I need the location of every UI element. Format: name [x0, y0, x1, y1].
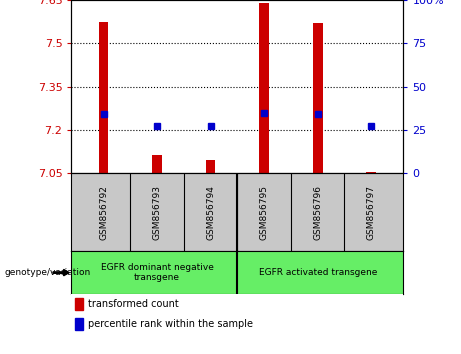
Bar — [75, 298, 83, 310]
Bar — [152, 155, 162, 173]
Text: EGFR dominant negative
transgene: EGFR dominant negative transgene — [100, 263, 213, 282]
Text: GSM856797: GSM856797 — [367, 185, 376, 240]
Text: GSM856793: GSM856793 — [153, 185, 162, 240]
Bar — [99, 22, 108, 173]
Text: percentile rank within the sample: percentile rank within the sample — [88, 319, 253, 329]
Bar — [366, 172, 376, 173]
Bar — [75, 318, 83, 330]
Text: GSM856794: GSM856794 — [206, 185, 215, 240]
Bar — [313, 23, 323, 173]
Bar — [206, 160, 215, 173]
Text: EGFR activated transgene: EGFR activated transgene — [259, 268, 377, 277]
Text: GSM856792: GSM856792 — [99, 185, 108, 240]
Text: genotype/variation: genotype/variation — [5, 268, 91, 277]
Text: GSM856795: GSM856795 — [260, 185, 269, 240]
Bar — [260, 3, 269, 173]
Text: GSM856796: GSM856796 — [313, 185, 322, 240]
Text: transformed count: transformed count — [88, 299, 179, 309]
